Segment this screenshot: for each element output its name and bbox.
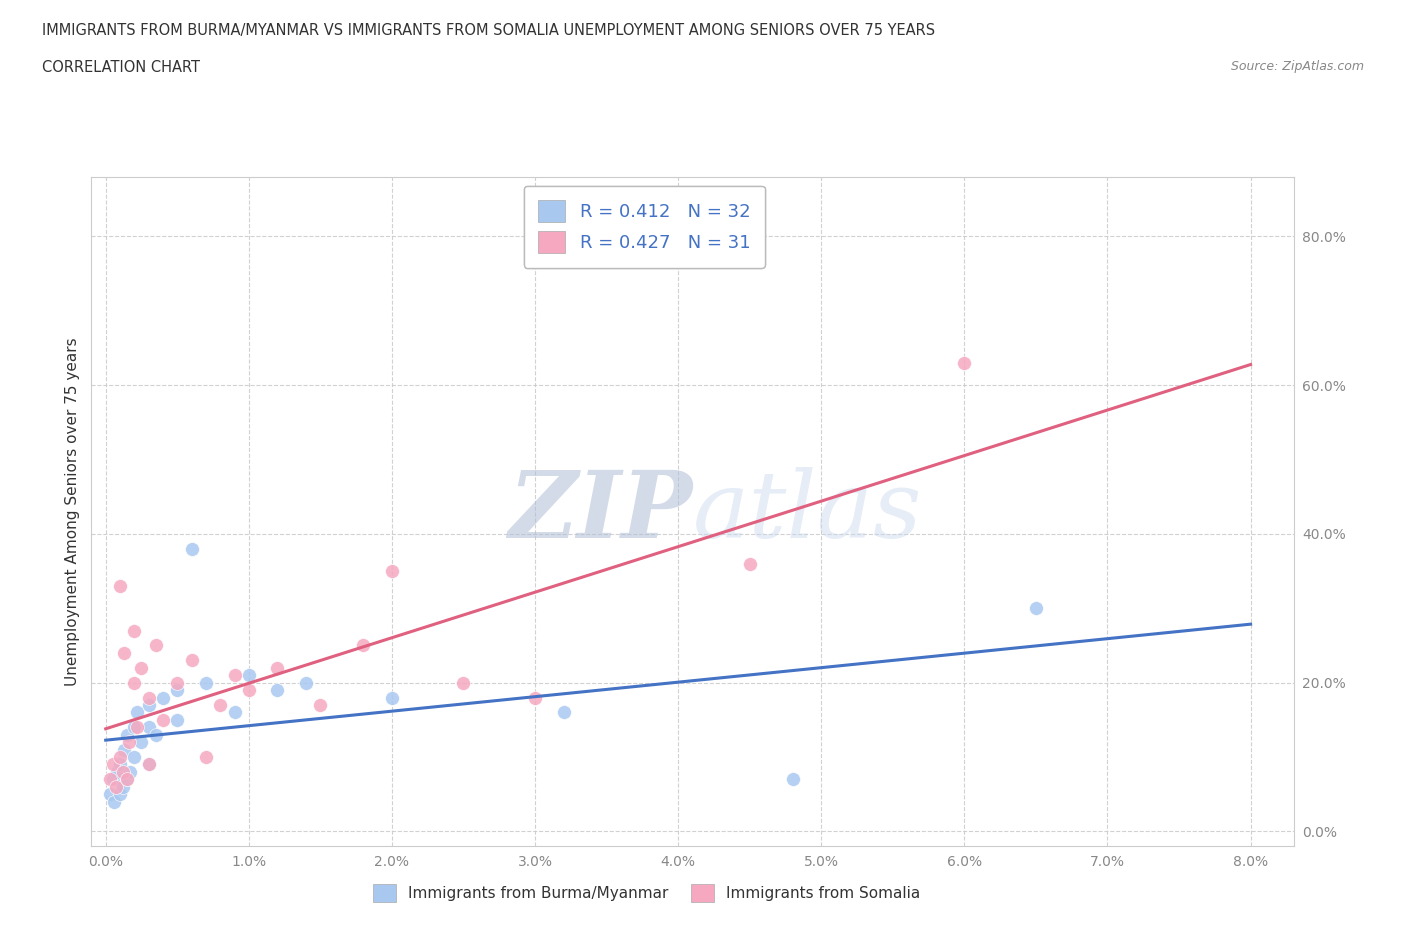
Point <box>381 564 404 578</box>
Point <box>131 660 153 675</box>
Point <box>381 690 404 705</box>
Point <box>108 787 131 802</box>
Point <box>238 683 260 698</box>
Point <box>103 794 125 809</box>
Text: CORRELATION CHART: CORRELATION CHART <box>42 60 200 75</box>
Y-axis label: Unemployment Among Seniors over 75 years: Unemployment Among Seniors over 75 years <box>65 338 80 685</box>
Point <box>112 742 135 757</box>
Text: atlas: atlas <box>692 467 922 556</box>
Point <box>138 698 160 712</box>
Point <box>524 690 547 705</box>
Point <box>131 735 153 750</box>
Point <box>266 683 288 698</box>
Point <box>124 720 146 735</box>
Point <box>124 675 146 690</box>
Point <box>352 638 374 653</box>
Point <box>98 787 121 802</box>
Point <box>145 638 167 653</box>
Point <box>115 727 138 742</box>
Point <box>1025 601 1047 616</box>
Point <box>453 675 475 690</box>
Point <box>782 772 804 787</box>
Point <box>108 750 131 764</box>
Point <box>118 764 141 779</box>
Point <box>224 668 246 683</box>
Point <box>180 653 202 668</box>
Point <box>104 779 127 794</box>
Point <box>127 705 149 720</box>
Text: IMMIGRANTS FROM BURMA/MYANMAR VS IMMIGRANTS FROM SOMALIA UNEMPLOYMENT AMONG SENI: IMMIGRANTS FROM BURMA/MYANMAR VS IMMIGRA… <box>42 23 935 38</box>
Point <box>194 675 217 690</box>
Point <box>138 720 160 735</box>
Point <box>266 660 288 675</box>
Point <box>138 757 160 772</box>
Text: Source: ZipAtlas.com: Source: ZipAtlas.com <box>1230 60 1364 73</box>
Point <box>145 727 167 742</box>
Point <box>117 735 139 750</box>
Point <box>238 668 260 683</box>
Point <box>115 772 138 787</box>
Point <box>295 675 318 690</box>
Point <box>166 712 188 727</box>
Point <box>111 764 134 779</box>
Point <box>553 705 575 720</box>
Point <box>166 683 188 698</box>
Point <box>953 355 976 370</box>
Point <box>101 757 124 772</box>
Point <box>138 690 160 705</box>
Point <box>112 645 135 660</box>
Point <box>209 698 232 712</box>
Point <box>138 757 160 772</box>
Point <box>180 541 202 556</box>
Point <box>127 720 149 735</box>
Point <box>738 556 761 571</box>
Point <box>194 750 217 764</box>
Point <box>108 578 131 593</box>
Point <box>224 705 246 720</box>
Text: ZIP: ZIP <box>508 467 692 556</box>
Point <box>108 757 131 772</box>
Point <box>309 698 332 712</box>
Point <box>152 712 174 727</box>
Point <box>98 772 121 787</box>
Point <box>166 675 188 690</box>
Point <box>111 779 134 794</box>
Legend: R = 0.412   N = 32, R = 0.427   N = 31: R = 0.412 N = 32, R = 0.427 N = 31 <box>524 186 765 268</box>
Point <box>115 772 138 787</box>
Point <box>124 623 146 638</box>
Point <box>124 750 146 764</box>
Point <box>101 772 124 787</box>
Point <box>152 690 174 705</box>
Point <box>105 764 128 779</box>
Legend: Immigrants from Burma/Myanmar, Immigrants from Somalia: Immigrants from Burma/Myanmar, Immigrant… <box>367 878 927 909</box>
